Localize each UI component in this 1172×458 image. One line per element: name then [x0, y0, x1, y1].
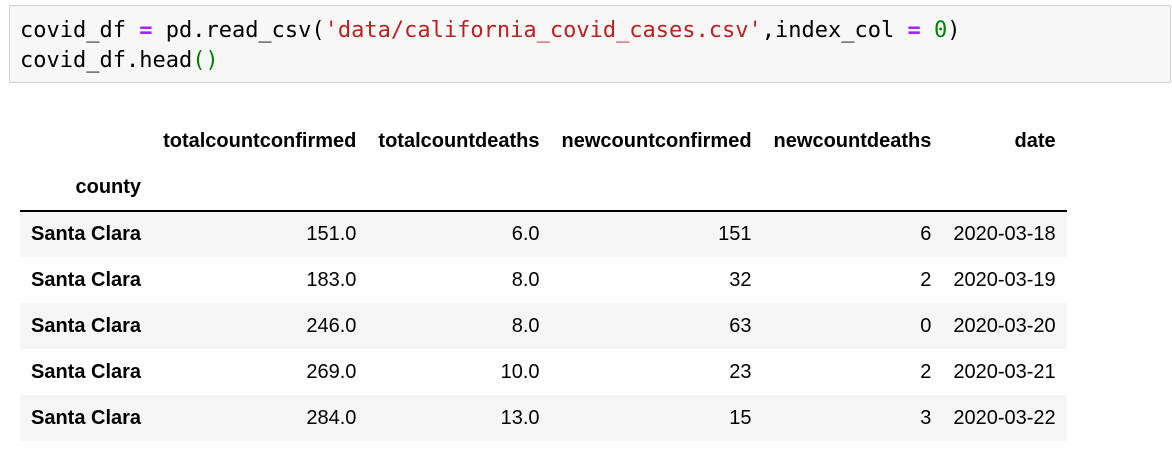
code-token: pd.read_csv(: [165, 18, 325, 43]
table-cell: 2020-03-18: [953, 223, 1056, 245]
table-cell: 8.0: [511, 314, 540, 337]
index-name-row: county: [20, 164, 1067, 211]
table-cell: 284.0: [306, 406, 357, 429]
table-cell: 151.0: [306, 223, 357, 245]
table-row: Santa Clara 246.0 8.0 63 0 2020-03-20: [20, 303, 1067, 349]
row-index-label: Santa Clara: [31, 360, 142, 383]
table-cell: 2020-03-21: [953, 360, 1056, 383]
dataframe-output-table: totalcountconfirmed totalcountdeaths new…: [20, 118, 1067, 441]
code-token: ): [947, 18, 961, 43]
table-row: Santa Clara 183.0 8.0 32 2 2020-03-19: [20, 257, 1067, 303]
column-header: totalcountconfirmed: [163, 129, 357, 152]
code-number: 0: [933, 18, 948, 43]
column-header: totalcountdeaths: [378, 129, 540, 152]
code-string: 'data/california_covid_cases.csv': [324, 18, 762, 43]
table-cell: 0: [920, 314, 932, 337]
code-token: covid_df: [20, 18, 126, 43]
row-index-label: Santa Clara: [31, 223, 142, 245]
column-header-row: totalcountconfirmed totalcountdeaths new…: [20, 118, 1067, 164]
index-corner-header: [20, 118, 152, 164]
table-cell: 151: [718, 223, 752, 245]
row-index-label: Santa Clara: [31, 406, 142, 429]
code-operator: =: [139, 18, 153, 43]
table-cell: 13.0: [500, 406, 540, 429]
table-cell: 183.0: [306, 268, 357, 291]
table-cell: 10.0: [500, 360, 540, 383]
table-row: Santa Clara 151.0 6.0 151 6 2020-03-18: [20, 211, 1067, 257]
code-cell-input[interactable]: covid_df = pd.read_csv('data/california_…: [9, 5, 1171, 83]
table-cell: 2020-03-19: [953, 268, 1056, 291]
column-header: newcountdeaths: [773, 129, 932, 152]
column-header: newcountconfirmed: [561, 129, 752, 152]
table-cell: 63: [729, 314, 752, 337]
column-header: date: [1014, 129, 1056, 152]
code-token: covid_df.head: [20, 48, 193, 73]
table-cell: 8.0: [511, 268, 540, 291]
code-editor[interactable]: covid_df = pd.read_csv('data/california_…: [20, 16, 960, 76]
table-cell: 6.0: [511, 223, 540, 245]
table-cell: 2: [920, 268, 932, 291]
table-cell: 3: [920, 406, 932, 429]
table-row: Santa Clara 284.0 13.0 15 3 2020-03-22: [20, 395, 1067, 441]
table-cell: 2020-03-22: [953, 406, 1056, 429]
row-index-label: Santa Clara: [31, 314, 142, 337]
row-index-label: Santa Clara: [31, 268, 142, 291]
code-token: ,index_col: [761, 18, 908, 43]
table-cell: 32: [729, 268, 752, 291]
table-cell: 6: [920, 223, 932, 245]
code-parens: (): [192, 48, 219, 73]
table-cell: 15: [729, 406, 752, 429]
table-row: Santa Clara 269.0 10.0 23 2 2020-03-21: [20, 349, 1067, 395]
table-cell: 269.0: [306, 360, 357, 383]
table-cell: 246.0: [306, 314, 357, 337]
table-cell: 2: [920, 360, 932, 383]
code-operator: =: [907, 18, 921, 43]
table-cell: 2020-03-20: [953, 314, 1056, 337]
table-cell: 23: [729, 360, 752, 383]
index-name-header: county: [75, 175, 142, 198]
